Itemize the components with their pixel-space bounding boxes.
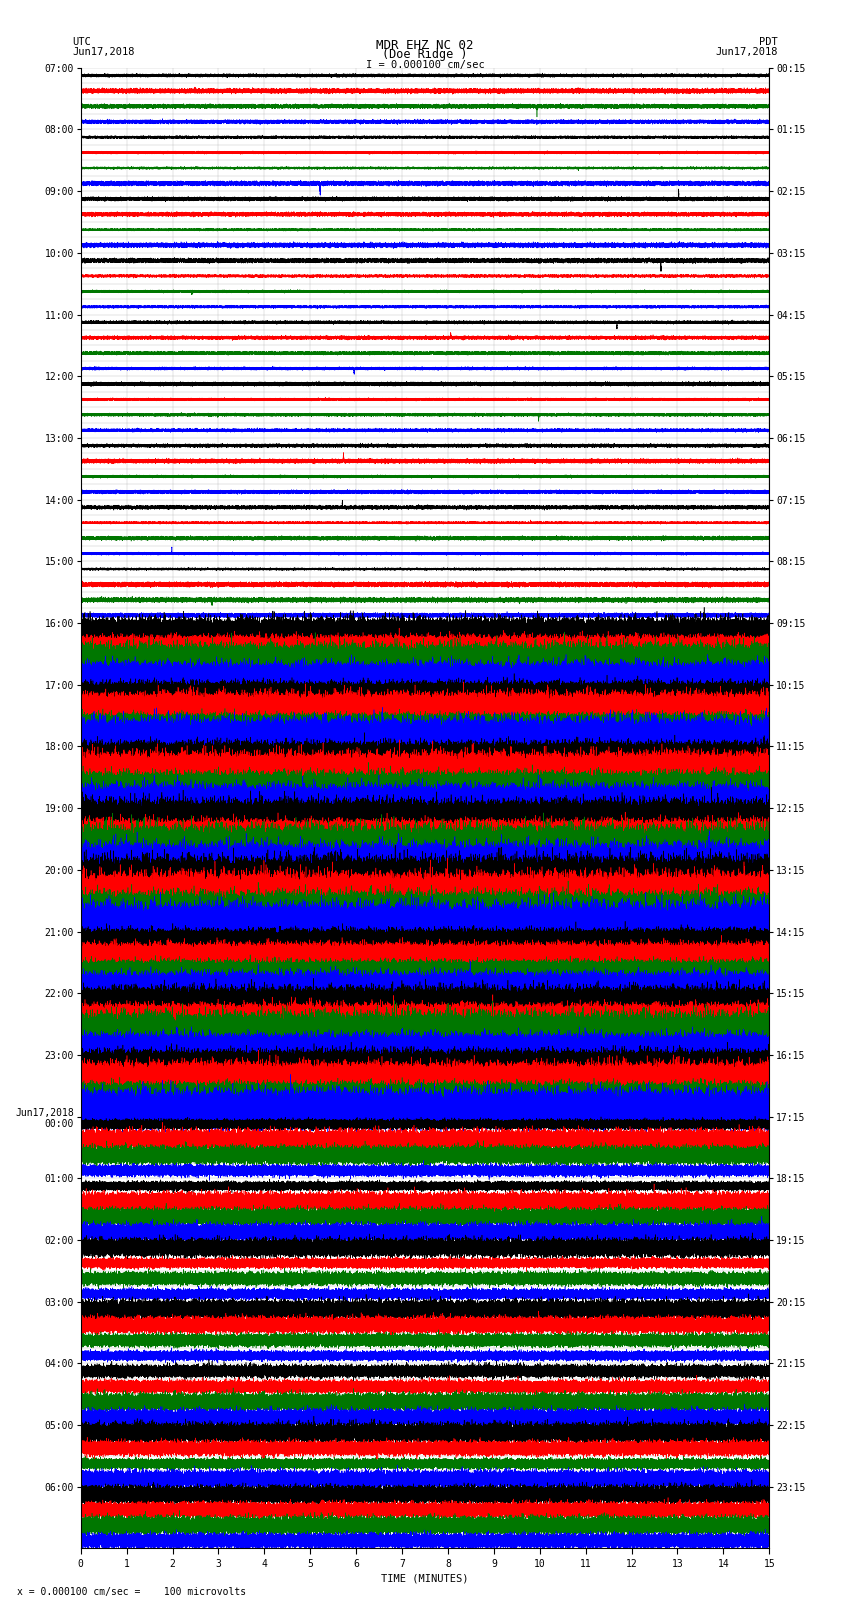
Text: UTC: UTC bbox=[72, 37, 91, 47]
Text: Jun17,2018: Jun17,2018 bbox=[715, 47, 778, 56]
Text: MDR EHZ NC 02: MDR EHZ NC 02 bbox=[377, 39, 473, 52]
Text: (Doe Ridge ): (Doe Ridge ) bbox=[382, 48, 468, 61]
Text: x = 0.000100 cm/sec =    100 microvolts: x = 0.000100 cm/sec = 100 microvolts bbox=[17, 1587, 246, 1597]
Text: PDT: PDT bbox=[759, 37, 778, 47]
X-axis label: TIME (MINUTES): TIME (MINUTES) bbox=[382, 1573, 468, 1582]
Text: I = 0.000100 cm/sec: I = 0.000100 cm/sec bbox=[366, 60, 484, 69]
Text: Jun17,2018: Jun17,2018 bbox=[72, 47, 135, 56]
